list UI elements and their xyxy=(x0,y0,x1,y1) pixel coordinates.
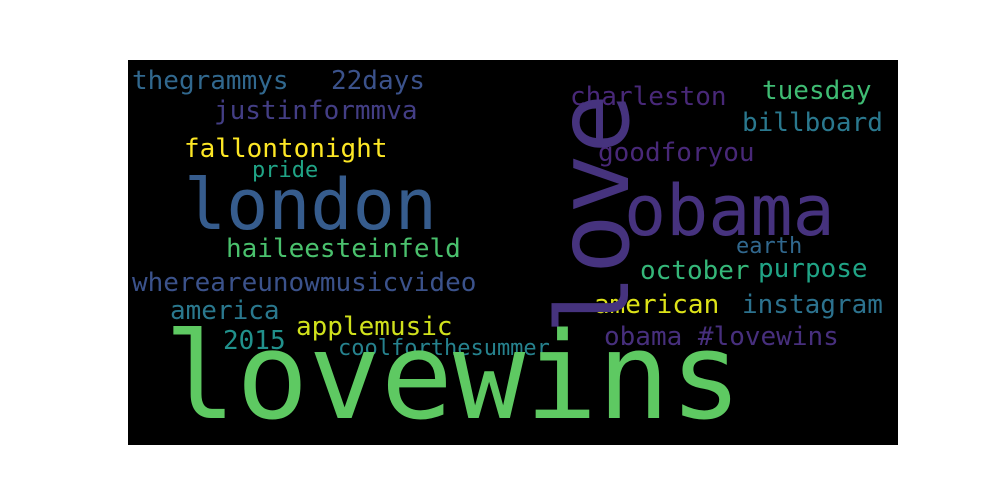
word-charleston: charleston xyxy=(570,82,727,112)
word-pride: pride xyxy=(252,158,319,183)
word-instagram: instagram xyxy=(742,290,883,320)
word-america: america xyxy=(170,296,280,326)
word-22days: 22days xyxy=(331,66,425,96)
word-american: american xyxy=(594,290,720,320)
word-billboard: billboard xyxy=(742,108,883,138)
word-love: love xyxy=(535,93,652,335)
word-2015: 2015 xyxy=(223,326,286,356)
word-obama: obama xyxy=(624,170,835,252)
word-london: london xyxy=(184,164,437,246)
word-goodforyou: goodforyou xyxy=(598,138,755,168)
word-obama-lovewins: obama #lovewins xyxy=(604,322,839,352)
word-thegrammys: thegrammys xyxy=(132,66,289,96)
word-earth: earth xyxy=(736,234,803,259)
word-fallontonight: fallontonight xyxy=(184,134,388,164)
word-cloud-canvas: thegrammys 22days justinformmva fallonto… xyxy=(128,60,898,445)
word-lovewins: lovewins xyxy=(164,308,742,445)
word-tuesday: tuesday xyxy=(762,76,872,106)
word-whereareunowmusicvideo: whereareunowmusicvideo xyxy=(132,268,477,298)
word-haileesteinfeld: haileesteinfeld xyxy=(226,234,461,264)
word-justinformmva: justinformmva xyxy=(214,96,418,126)
word-coolforthesummer: coolforthesummer xyxy=(338,336,550,361)
word-october: october xyxy=(640,256,750,286)
word-applemusic: applemusic xyxy=(296,312,453,342)
word-purpose: purpose xyxy=(758,254,868,284)
